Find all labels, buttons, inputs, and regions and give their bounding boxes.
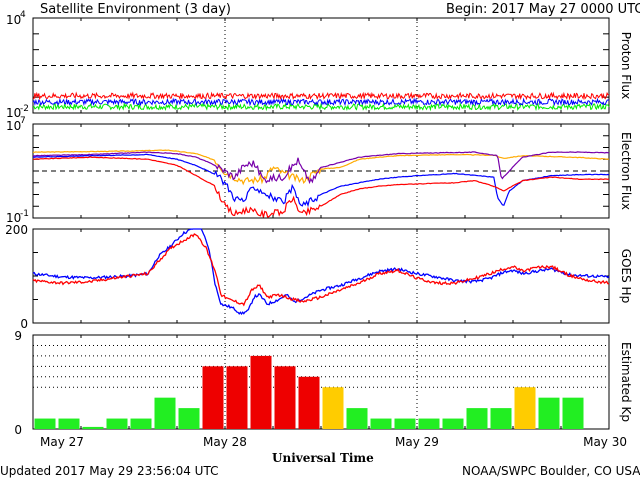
- kp-bar: [154, 397, 176, 429]
- updated-timestamp: Updated 2017 May 29 23:56:04 UTC: [0, 464, 219, 478]
- electron-series-line: [32, 156, 610, 218]
- kp-ylabel: Estimated Kp: [619, 342, 633, 422]
- kp-bar: [130, 418, 152, 429]
- kp-bar: [274, 366, 296, 429]
- kp-bar: [346, 408, 368, 429]
- x-tick-label: May 30: [583, 435, 627, 449]
- kp-panel-frame: [32, 334, 610, 430]
- x-axis-label: Universal Time: [272, 451, 374, 465]
- kp-bar: [34, 418, 56, 429]
- hp-ylabel: GOES Hp: [619, 249, 633, 303]
- hp-series-line: [32, 233, 610, 307]
- kp-bar: [370, 418, 392, 429]
- proton-series-line: [32, 102, 610, 112]
- x-tick-label: May 27: [40, 435, 84, 449]
- chart-title: Satellite Environment (3 day): [40, 2, 231, 17]
- kp-bar: [538, 397, 560, 429]
- electron-series-line: [33, 149, 610, 186]
- kp-bar: [394, 418, 416, 429]
- kp-bar: [442, 418, 464, 429]
- proton-ytick-top-base: 10: [6, 13, 21, 27]
- begin-time: Begin: 2017 May 27 0000 UTC: [446, 2, 640, 17]
- kp-bar: [490, 408, 512, 429]
- kp-bar: [418, 418, 440, 429]
- kp-bar: [226, 366, 248, 429]
- kp-bar: [514, 387, 536, 429]
- proton-ytick-top-exp: 4: [20, 10, 26, 20]
- kp-bar: [106, 418, 128, 429]
- kp-bar: [298, 376, 320, 429]
- electron-series-line: [33, 151, 610, 185]
- kp-bar: [466, 408, 488, 429]
- kp-bar: [250, 355, 272, 429]
- proton-ytick-bottom-exp: -2: [20, 104, 29, 114]
- proton-series-line: [32, 91, 610, 101]
- kp-bar: [322, 387, 344, 429]
- x-tick-label: May 28: [203, 435, 247, 449]
- hp-ytick-label: 200: [5, 223, 28, 237]
- kp-bar: [562, 397, 584, 429]
- kp-bar: [178, 408, 200, 429]
- electron-ytick-bottom-base: 10: [6, 211, 21, 225]
- electron-ytick-top-base: 10: [6, 119, 21, 133]
- electron-series-line: [32, 153, 610, 208]
- proton-ylabel: Proton Flux: [619, 32, 633, 99]
- electron-ylabel: Electron Flux: [619, 132, 633, 210]
- electron-ytick-bottom-exp: -1: [20, 209, 29, 219]
- kp-bar: [202, 366, 224, 429]
- electron-ytick-top-exp: 7: [20, 116, 26, 126]
- credit-text: NOAA/SWPC Boulder, CO USA: [462, 464, 640, 478]
- proton-ytick-bottom-base: 10: [6, 106, 21, 120]
- kp-bar: [82, 426, 104, 429]
- hp-ytick-label: 0: [20, 317, 28, 331]
- x-tick-label: May 29: [395, 435, 439, 449]
- kp-ytick-label: 9: [14, 329, 22, 343]
- proton-series-line: [32, 97, 610, 107]
- kp-bar: [58, 418, 80, 429]
- kp-ytick-label: 0: [14, 423, 22, 437]
